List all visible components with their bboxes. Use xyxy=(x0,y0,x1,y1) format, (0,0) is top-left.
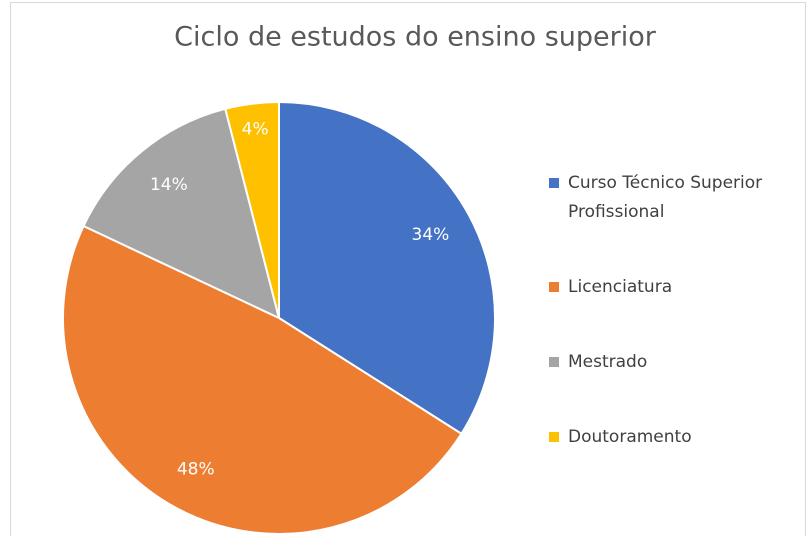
legend-label: Licenciatura xyxy=(568,277,672,297)
legend-label: Curso Técnico Superior Profissional xyxy=(568,173,762,222)
legend-swatch xyxy=(549,357,559,367)
pie-slice xyxy=(62,224,463,536)
data-label: 14% xyxy=(150,175,188,195)
data-label: 34% xyxy=(412,225,450,245)
data-label: 4% xyxy=(242,119,269,139)
legend-swatch xyxy=(549,178,559,188)
pie-slice xyxy=(82,107,281,320)
pie-slice xyxy=(224,100,280,319)
data-label: 48% xyxy=(177,459,215,479)
legend-label: Doutoramento xyxy=(568,427,692,447)
chart-title: Ciclo de estudos do ensino superior xyxy=(174,22,657,53)
legend-swatch xyxy=(549,432,559,442)
legend-swatch xyxy=(549,282,559,292)
pie-slice xyxy=(278,100,496,436)
legend-label: Mestrado xyxy=(568,352,647,372)
